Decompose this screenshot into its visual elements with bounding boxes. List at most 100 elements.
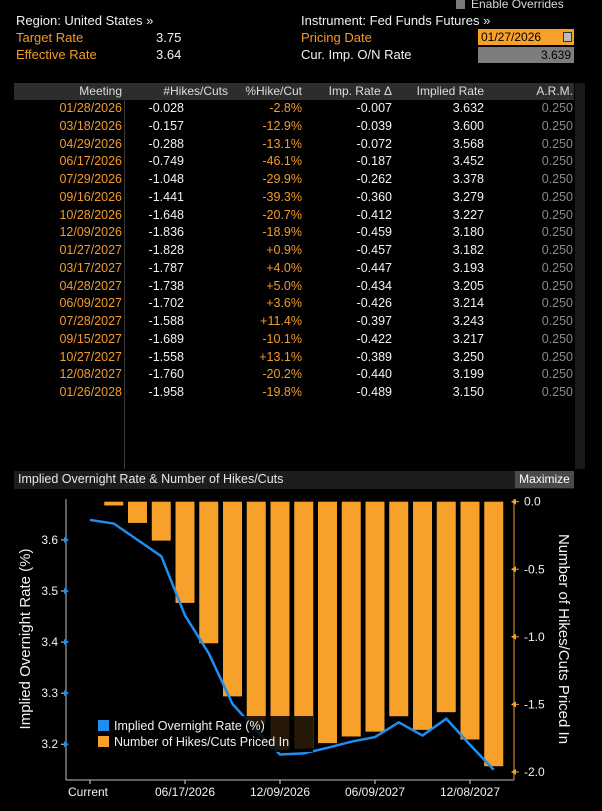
hikes-cuts: -1.760 (148, 367, 184, 382)
right-tick-label: -2.0 (524, 765, 545, 779)
meeting-date: 03/18/2026 (59, 118, 122, 133)
implied-rate: 3.279 (452, 189, 484, 204)
table-row[interactable]: 09/15/2027 -1.689 -10.1% -0.422 3.217 0.250 (14, 331, 574, 349)
arm-value: 0.250 (541, 296, 573, 311)
left-tick-marker (64, 690, 69, 697)
pct-hike-cut: -20.2% (262, 367, 302, 382)
hikes-cuts: -0.749 (148, 154, 184, 169)
implied-rate: 3.243 (452, 314, 484, 328)
hikes-cuts: -1.702 (148, 296, 184, 311)
pct-hike-cut: -18.9% (262, 225, 302, 240)
column-header-meeting[interactable]: Meeting (79, 84, 122, 98)
enable-overrides-checkbox[interactable]: Enable Overrides (456, 0, 564, 11)
pct-hike-cut: -2.8% (269, 101, 302, 115)
table-row[interactable]: 06/17/2026 -0.749 -46.1% -0.187 3.452 0.250 (14, 153, 574, 171)
target-rate-label: Target Rate (16, 30, 84, 45)
bar-hikes-cuts (365, 501, 385, 732)
implied-rate: 3.227 (452, 207, 484, 222)
right-tick-marker (511, 498, 516, 505)
checkbox-icon[interactable] (456, 0, 465, 9)
left-tick-marker (64, 587, 69, 594)
implied-rate: 3.217 (452, 331, 484, 346)
bar-hikes-cuts (175, 501, 195, 603)
table-row[interactable]: 01/28/2026 -0.028 -2.8% -0.007 3.632 0.250 (14, 100, 574, 118)
hikes-cuts: -1.689 (148, 331, 184, 346)
bar-hikes-cuts (413, 501, 432, 730)
hikes-cuts: -1.441 (148, 189, 184, 204)
arm-value: 0.250 (541, 101, 573, 115)
imp-rate-delta: -0.187 (356, 154, 392, 169)
bar-hikes-cuts (128, 501, 147, 523)
arm-value: 0.250 (541, 349, 573, 364)
imp-rate-delta: -0.422 (356, 331, 392, 346)
pct-hike-cut: +5.0% (266, 278, 302, 293)
implied-rate: 3.205 (452, 278, 484, 293)
bar-hikes-cuts (270, 501, 290, 750)
table-row[interactable]: 04/28/2027 -1.738 +5.0% -0.434 3.205 0.250 (14, 278, 574, 296)
legend-box (95, 716, 313, 752)
chart-title: Implied Overnight Rate & Number of Hikes… (18, 472, 284, 486)
bar-hikes-cuts (484, 501, 504, 767)
table-row[interactable]: 12/08/2027 -1.760 -20.2% -0.440 3.199 0.250 (14, 366, 574, 384)
table-row[interactable]: 10/27/2027 -1.558 +13.1% -0.389 3.250 0.250 (14, 349, 574, 367)
pct-hike-cut: +11.4% (260, 314, 302, 328)
column-header-imp-rate-delta[interactable]: Imp. Rate Δ (328, 84, 392, 98)
arm-value: 0.250 (541, 207, 573, 222)
table-row[interactable]: 07/28/2027 -1.588 +11.4% -0.397 3.243 0.250 (14, 313, 574, 331)
legend-swatch-bar (98, 736, 109, 747)
hikes-cuts: -1.836 (148, 225, 184, 240)
maximize-button[interactable]: Maximize (515, 471, 574, 488)
enable-overrides-label: Enable Overrides (471, 0, 564, 11)
imp-rate-delta: -0.412 (356, 207, 392, 222)
table-row[interactable]: 09/16/2026 -1.441 -39.3% -0.360 3.279 0.250 (14, 189, 574, 207)
bar-hikes-cuts (389, 501, 409, 717)
table-row[interactable]: 06/09/2027 -1.702 +3.6% -0.426 3.214 0.250 (14, 295, 574, 313)
line-implied-rate (89, 518, 495, 771)
imp-rate-delta: -0.389 (356, 349, 392, 364)
legend-label-line: Implied Overnight Rate (%) (114, 719, 265, 733)
implied-rate: 3.150 (452, 385, 484, 399)
column-header-hikes-cuts[interactable]: #Hikes/Cuts (163, 84, 228, 98)
overnight-rate-value[interactable]: 3.639 (540, 48, 571, 62)
x-tick-label: 12/08/2027 (440, 785, 500, 799)
implied-rate: 3.250 (452, 349, 484, 364)
overnight-rate-input[interactable]: 3.639 (478, 47, 574, 63)
table-row[interactable]: 10/28/2026 -1.648 -20.7% -0.412 3.227 0.250 (14, 207, 574, 225)
pricing-date-value[interactable]: 01/27/2026 (481, 30, 542, 44)
table-row[interactable]: 12/09/2026 -1.836 -18.9% -0.459 3.180 0.250 (14, 224, 574, 242)
table-row[interactable]: 01/26/2028 -1.958 -19.8% -0.489 3.150 0.250 (14, 384, 574, 402)
column-header-arm[interactable]: A.R.M. (536, 84, 573, 98)
x-tick-label: 06/09/2027 (345, 785, 405, 799)
instrument-selector[interactable]: Instrument: Fed Funds Futures » (301, 13, 491, 28)
table-row[interactable]: 04/29/2026 -0.288 -13.1% -0.072 3.568 0.250 (14, 136, 574, 154)
pricing-date-input[interactable]: 01/27/2026 (478, 29, 574, 45)
left-tick-label: 3.4 (41, 635, 58, 649)
table-row[interactable]: 01/27/2027 -1.828 +0.9% -0.457 3.182 0.250 (14, 242, 574, 260)
table-row[interactable]: 03/18/2026 -0.157 -12.9% -0.039 3.600 0.250 (14, 118, 574, 136)
region-selector[interactable]: Region: United States » (16, 13, 154, 28)
implied-rate: 3.214 (452, 296, 484, 311)
implied-rate: 3.452 (452, 154, 484, 169)
bar-hikes-cuts (151, 501, 171, 541)
arm-value: 0.250 (541, 136, 573, 151)
arm-value: 0.250 (541, 225, 573, 240)
pct-hike-cut: -10.1% (262, 331, 302, 346)
right-tick-marker (511, 768, 516, 775)
implied-rate: 3.632 (452, 101, 484, 115)
implied-rate: 3.199 (452, 367, 484, 382)
pct-hike-cut: -39.3% (262, 189, 302, 204)
pct-hike-cut: -20.7% (262, 207, 302, 222)
effective-rate-label: Effective Rate (16, 47, 97, 62)
table-row[interactable]: 07/29/2026 -1.048 -29.9% -0.262 3.378 0.250 (14, 171, 574, 189)
chart-title-bar: Implied Overnight Rate & Number of Hikes… (14, 471, 574, 489)
calendar-icon[interactable] (563, 32, 572, 42)
meeting-date: 06/17/2026 (59, 154, 122, 169)
left-tick-label: 3.6 (41, 533, 58, 547)
imp-rate-delta: -0.426 (356, 296, 392, 311)
column-header-implied-rate[interactable]: Implied Rate (416, 84, 484, 98)
table-row[interactable]: 03/17/2027 -1.787 +4.0% -0.447 3.193 0.250 (14, 260, 574, 278)
hikes-cuts: -1.828 (148, 243, 184, 257)
column-header-pct-hike-cut[interactable]: %Hike/Cut (245, 84, 302, 98)
table-scrollbar[interactable] (575, 83, 585, 469)
right-axis-title: Number of Hikes/Cuts Priced In (555, 534, 572, 744)
